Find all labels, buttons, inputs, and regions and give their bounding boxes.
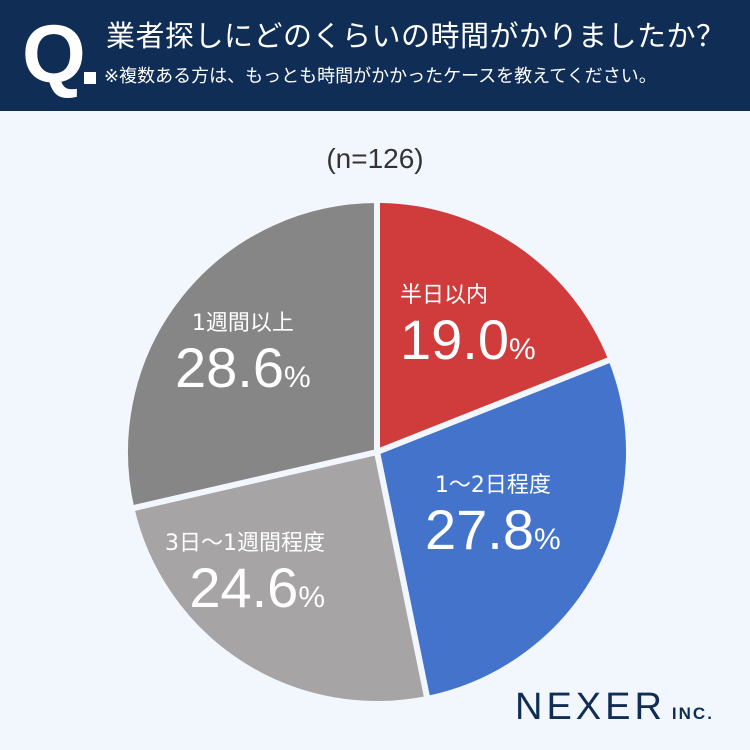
slice-category: 1〜2日程度 (434, 473, 551, 498)
logo-main: NEXER (515, 686, 666, 728)
slice-category: 1週間以上 (191, 311, 294, 336)
slice-label-half-day: 半日以内 19.0% (400, 282, 536, 380)
slice-category: 半日以内 (400, 283, 489, 308)
question-header: Q 業者探しにどのくらいの時間がかりましたか？ ※複数ある方は、もっとも時間がか… (0, 0, 750, 111)
pie-slice (122, 197, 380, 512)
slice-value: 27.8% (425, 498, 561, 561)
pie-slice (374, 197, 615, 455)
slice-value: 28.6% (175, 336, 311, 399)
question-subtitle: ※複数ある方は、もっとも時間がかかったケースを教えてください。 (104, 66, 657, 87)
sample-size: (n=126) (326, 143, 424, 174)
slice-category: 3日〜1週間程度 (165, 531, 325, 556)
q-mark: Q (22, 9, 86, 100)
logo-inc: INC. (671, 704, 714, 723)
slice-label-3days-1week: 3日〜1週間程度 24.6% (165, 530, 325, 628)
slice-label-1-2-days: 1〜2日程度 27.8% (425, 472, 561, 570)
slice-value: 24.6% (189, 556, 325, 619)
nexer-logo: NEXER INC. (515, 686, 714, 729)
slice-label-over-1-week: 1週間以上 28.6% (175, 310, 311, 408)
pie-slice (128, 449, 431, 707)
q-dot (84, 72, 96, 84)
slice-value: 19.0% (400, 308, 536, 371)
question-title: 業者探しにどのくらいの時間がかりましたか？ (106, 19, 726, 53)
pie-slice (374, 356, 632, 702)
